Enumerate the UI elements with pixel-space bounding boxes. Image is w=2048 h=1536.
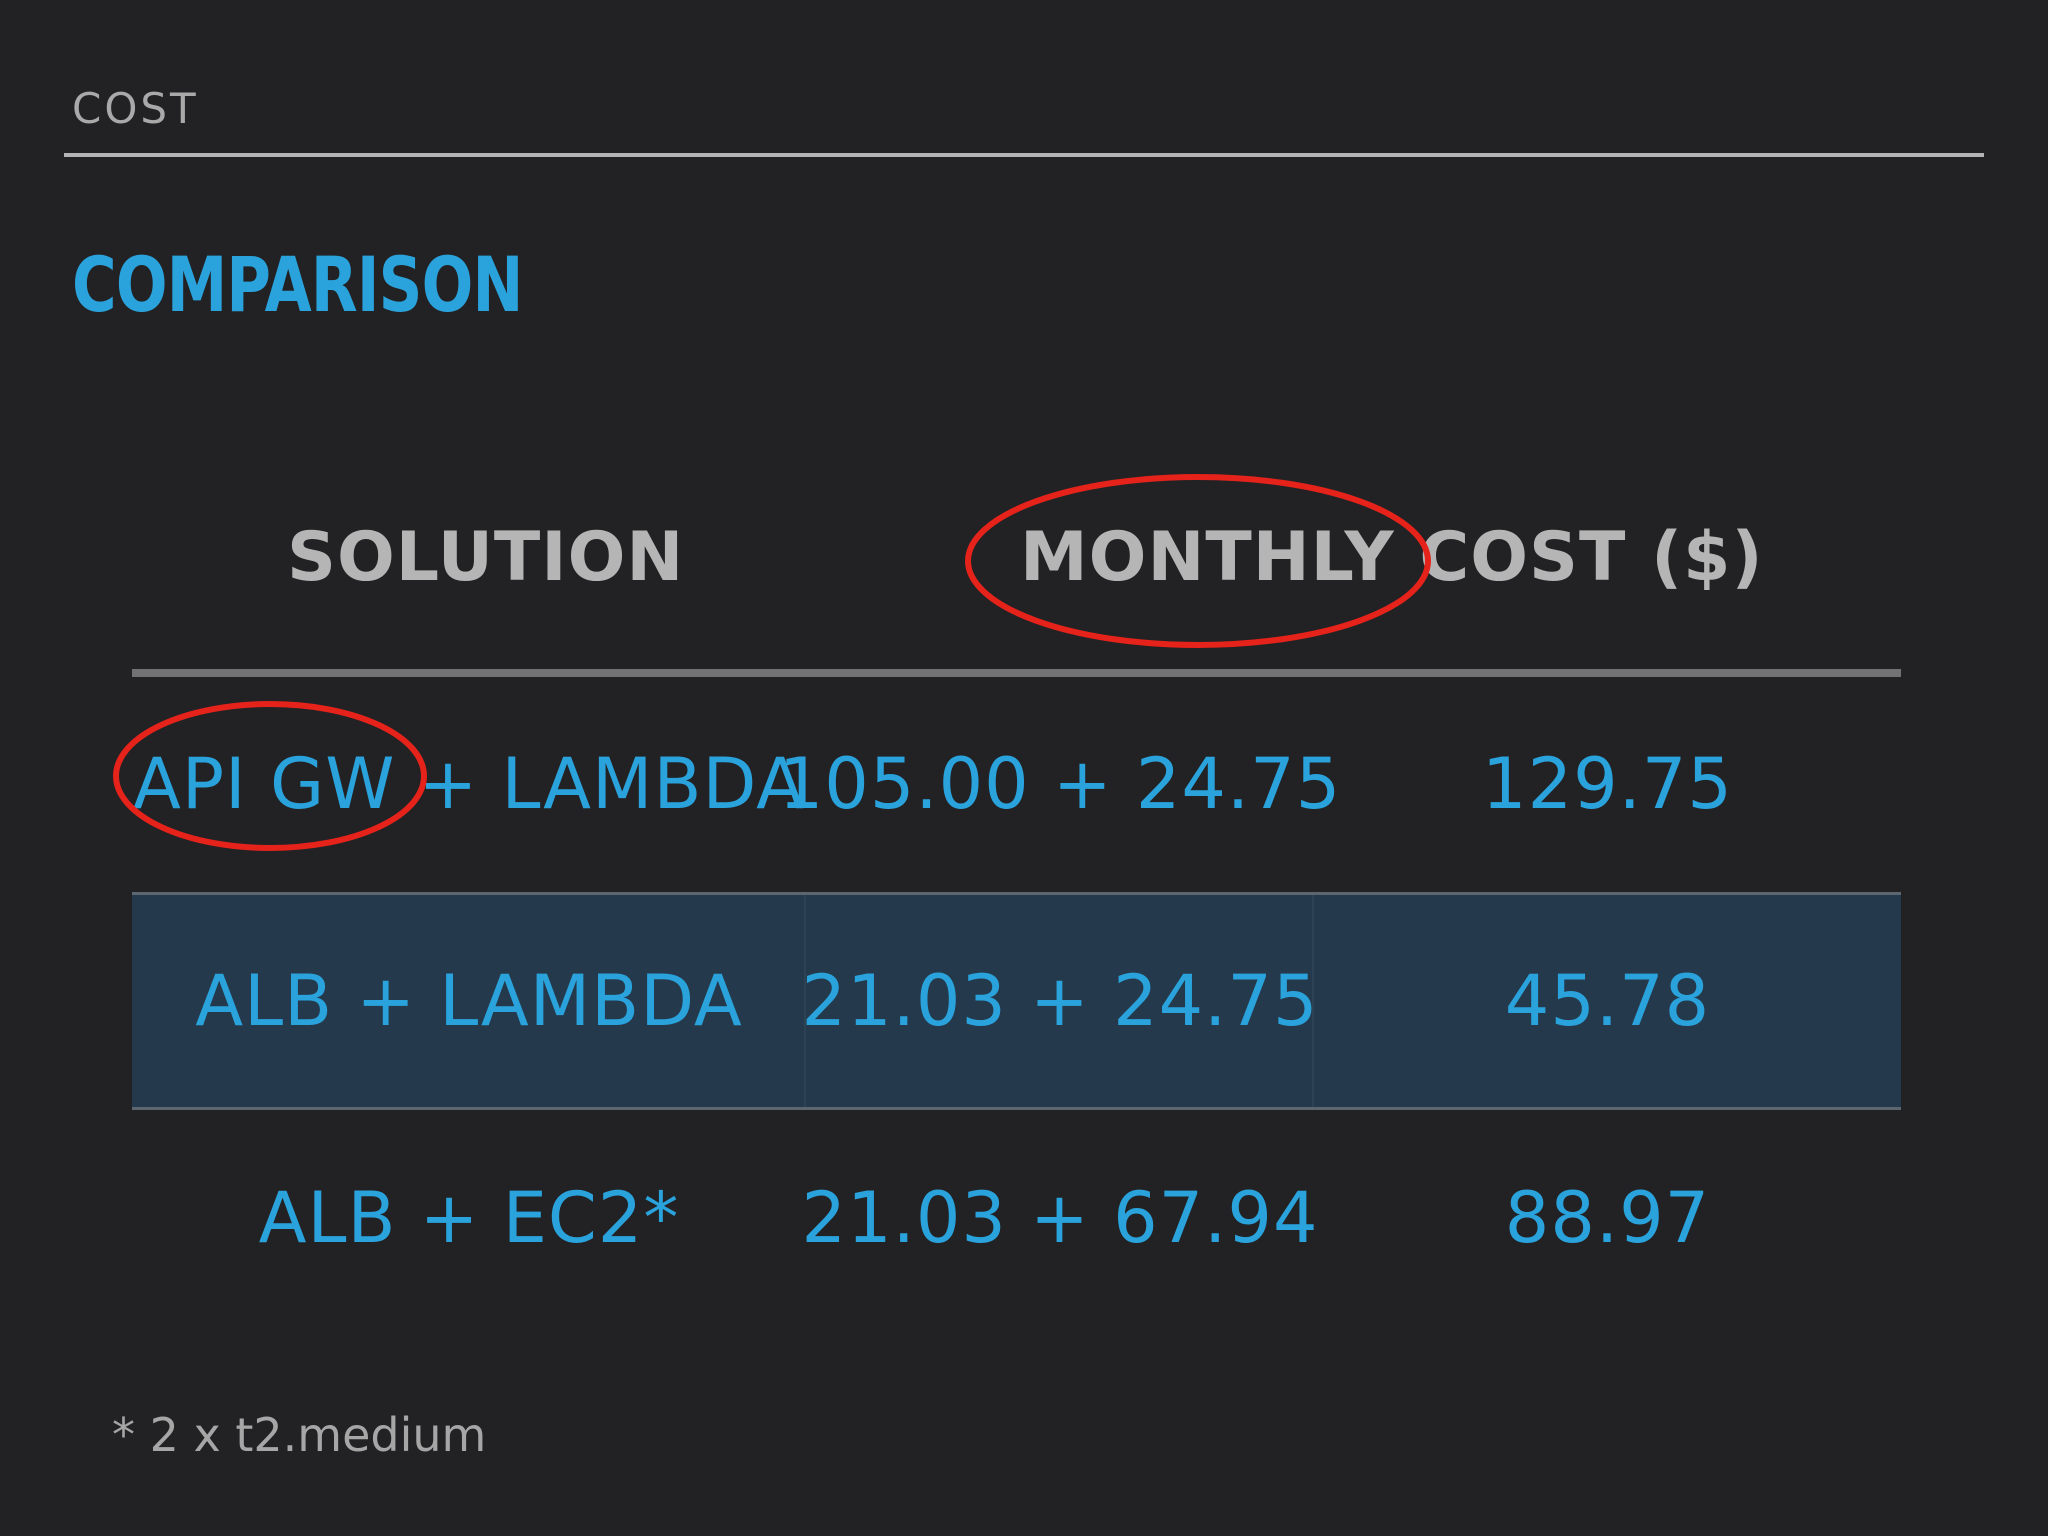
cost-total-cell: 45.78	[1504, 960, 1711, 1042]
cost-breakdown-cell: 105.00 + 24.75	[778, 743, 1342, 825]
column-header-monthly-cost: MONTHLY COST ($)	[1020, 518, 1764, 597]
table-header-divider	[132, 669, 1901, 677]
column-divider	[1312, 895, 1314, 1107]
table-row-highlighted: ALB + LAMBDA 21.03 + 24.75 45.78	[132, 892, 1901, 1110]
solution-cell: API GW + LAMBDA	[132, 743, 806, 825]
column-divider	[804, 895, 806, 1107]
slide-title: COMPARISON	[72, 240, 523, 329]
cost-total-cell: 88.97	[1504, 1177, 1711, 1259]
cost-total-cell: 129.75	[1482, 743, 1733, 825]
footnote: * 2 x t2.medium	[112, 1408, 487, 1462]
table-row: API GW + LAMBDA 105.00 + 24.75 129.75	[132, 676, 1901, 892]
table-row: ALB + EC2* 21.03 + 67.94 88.97	[132, 1110, 1901, 1326]
solution-cell: ALB + LAMBDA	[195, 960, 743, 1042]
column-header-solution: SOLUTION	[287, 518, 685, 597]
header-divider	[64, 153, 1984, 157]
solution-cell: ALB + EC2*	[258, 1177, 680, 1259]
cost-breakdown-cell: 21.03 + 24.75	[801, 960, 1319, 1042]
section-label: COST	[72, 84, 199, 133]
cost-breakdown-cell: 21.03 + 67.94	[801, 1177, 1319, 1259]
